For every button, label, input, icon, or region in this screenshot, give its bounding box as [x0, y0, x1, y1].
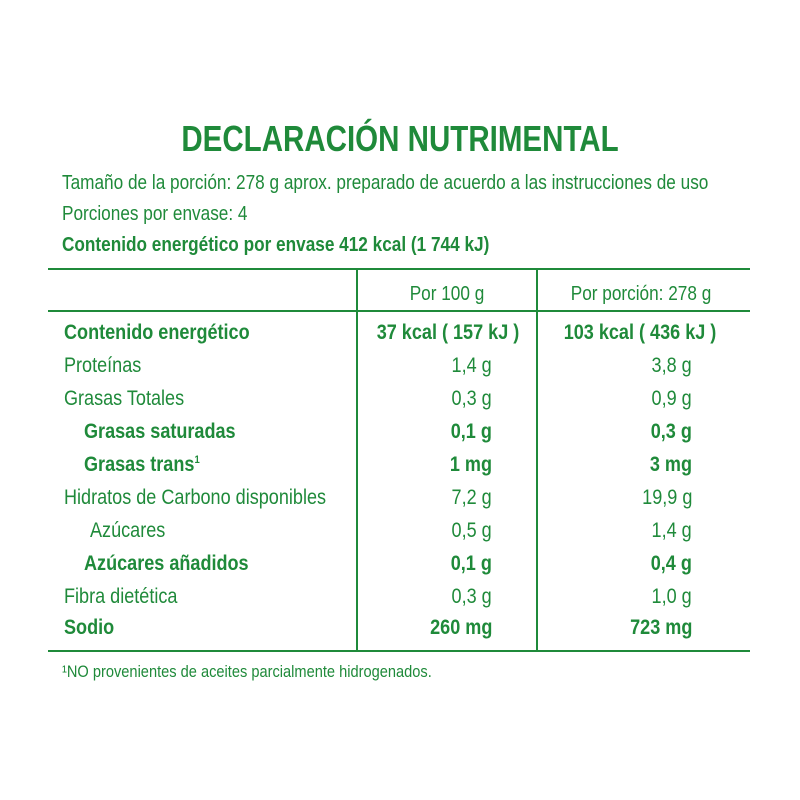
nutrient-name-trans: Grasas trans1 — [84, 453, 200, 477]
nutrient-name: Grasas trans — [84, 453, 195, 476]
nutrient-name: Contenido energético — [64, 321, 250, 344]
header-per-portion: Por porción: 278 g — [570, 283, 712, 305]
nutrient-name: Grasas Totales — [64, 387, 185, 410]
value-per-100g: 260 mg — [429, 616, 492, 639]
table-row: Azúcares añadidos 0,1 g 0,4 g — [0, 552, 800, 584]
value-per-portion: 19,9 g — [641, 486, 692, 509]
value-per-100g: 37 kcal ( 157 kJ ) — [376, 321, 520, 344]
value-per-100g: 1 mg — [449, 453, 492, 476]
nutrient-name: Sodio — [64, 616, 115, 639]
value-per-100g: 0,3 g — [451, 585, 492, 608]
value-per-portion: 1,4 g — [651, 519, 692, 542]
value-per-portion: 103 kcal ( 436 kJ ) — [563, 321, 717, 344]
header-bottom-line — [48, 310, 750, 312]
table-row: Grasas Totales 0,3 g 0,9 g — [0, 387, 800, 419]
label-title: DECLARACIÓN NUTRIMENTAL — [181, 118, 619, 159]
value-per-100g: 0,3 g — [451, 387, 492, 410]
footnote-marker: 1 — [194, 454, 200, 466]
column-divider-1 — [356, 268, 358, 652]
nutrient-name: Azúcares — [90, 519, 166, 542]
nutrient-name: Grasas saturadas — [84, 420, 236, 443]
nutrient-name: Azúcares añadidos — [84, 552, 249, 575]
value-per-portion: 0,4 g — [650, 552, 692, 575]
table-row: Fibra dietética 0,3 g 1,0 g — [0, 585, 800, 617]
table-row: Sodio 260 mg 723 mg — [0, 616, 800, 648]
table-row: Azúcares 0,5 g 1,4 g — [0, 519, 800, 551]
table-row: Hidratos de Carbono disponibles 7,2 g 19… — [0, 486, 800, 518]
table-row: Grasas saturadas 0,1 g 0,3 g — [0, 420, 800, 452]
value-per-100g: 1,4 g — [451, 354, 492, 377]
value-per-100g: 0,1 g — [450, 420, 492, 443]
table-top-line — [48, 268, 750, 270]
value-per-portion: 0,3 g — [650, 420, 692, 443]
value-per-portion: 0,9 g — [651, 387, 692, 410]
table-row: Proteínas 1,4 g 3,8 g — [0, 354, 800, 386]
servings-per-pack: Porciones por envase: 4 — [62, 203, 248, 225]
header-per-100g: Por 100 g — [409, 283, 485, 305]
value-per-100g: 7,2 g — [451, 486, 492, 509]
value-per-100g: 0,1 g — [450, 552, 492, 575]
serving-size: Tamaño de la porción: 278 g aprox. prepa… — [62, 172, 709, 194]
table-row: Contenido energético 37 kcal ( 157 kJ ) … — [0, 321, 800, 353]
nutrient-name: Fibra dietética — [64, 585, 178, 608]
table-bottom-line — [48, 650, 750, 652]
nutrient-name: Hidratos de Carbono disponibles — [64, 486, 327, 509]
value-per-portion: 3,8 g — [651, 354, 692, 377]
value-per-portion: 3 mg — [649, 453, 692, 476]
footnote: ¹NO provenientes de aceites parcialmente… — [62, 662, 432, 681]
value-per-portion: 723 mg — [629, 616, 692, 639]
energy-per-pack: Contenido energético por envase 412 kcal… — [62, 234, 490, 256]
column-divider-2 — [536, 268, 538, 652]
nutrient-name: Proteínas — [64, 354, 142, 377]
value-per-portion: 1,0 g — [651, 585, 692, 608]
table-row: Grasas trans1 1 mg 3 mg — [0, 453, 800, 485]
value-per-100g: 0,5 g — [451, 519, 492, 542]
